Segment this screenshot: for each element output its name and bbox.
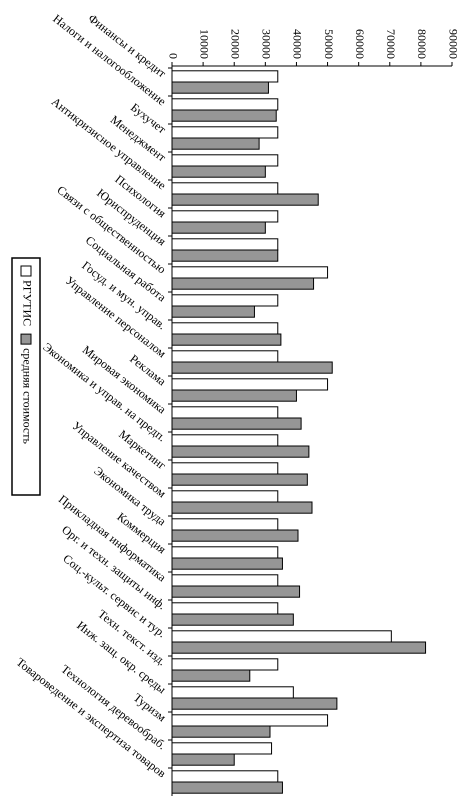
- bar: [171, 238, 279, 251]
- bar: [171, 574, 279, 587]
- bar: [171, 361, 333, 374]
- y-tick-label: 50000: [322, 29, 336, 59]
- bar: [171, 770, 279, 783]
- bar: [171, 137, 260, 150]
- y-tick-label: 70000: [384, 29, 398, 59]
- bar: [171, 294, 279, 307]
- bar: [171, 109, 277, 122]
- bar: [171, 221, 266, 234]
- bar: [171, 445, 310, 458]
- bar: [171, 305, 255, 318]
- legend-swatch: [20, 333, 32, 345]
- bar: [171, 193, 319, 206]
- bar: [171, 333, 282, 346]
- bar: [171, 557, 283, 570]
- bar: [171, 613, 294, 626]
- bar: [171, 277, 315, 290]
- bar: [171, 378, 329, 391]
- y-tick-label: 20000: [228, 29, 242, 59]
- bar: [171, 641, 427, 654]
- bar: [171, 781, 283, 794]
- y-tick-label: 60000: [353, 29, 367, 59]
- bar: [171, 98, 279, 111]
- y-tick-label: 40000: [291, 29, 305, 59]
- legend-box: [11, 257, 41, 496]
- bar: [171, 70, 279, 83]
- bar: [171, 669, 251, 682]
- bar: [171, 389, 297, 402]
- bar: [171, 697, 338, 710]
- bar: [171, 753, 235, 766]
- bar: [171, 210, 279, 223]
- bar: [171, 529, 299, 542]
- y-tick-label: 80000: [415, 29, 429, 59]
- bar: [171, 154, 279, 167]
- bar: [171, 249, 279, 262]
- bar: [171, 165, 266, 178]
- bar: [171, 350, 279, 363]
- bar: [171, 81, 269, 94]
- bar: [171, 602, 279, 615]
- bar: [171, 725, 271, 738]
- bar: [171, 630, 392, 643]
- bar: [171, 322, 279, 335]
- y-tick-label: 90000: [446, 29, 460, 59]
- bar: [171, 501, 313, 514]
- legend-label: средняя стоимость: [20, 348, 34, 444]
- legend-label: РГУТИС: [20, 280, 34, 326]
- bar: [171, 686, 294, 699]
- bar: [171, 490, 279, 503]
- bar: [171, 714, 329, 727]
- bar: [171, 658, 279, 671]
- bar: [171, 585, 301, 598]
- y-tick-label: 0: [166, 53, 180, 59]
- bar: [171, 266, 329, 279]
- bar: [171, 546, 279, 559]
- bar: [171, 417, 302, 430]
- bar: [171, 473, 308, 486]
- bar: [171, 742, 273, 755]
- y-tick-label: 10000: [197, 29, 211, 59]
- bar: [171, 462, 279, 475]
- bar: [171, 406, 279, 419]
- bar: [171, 434, 279, 447]
- bar: [171, 518, 279, 531]
- legend-swatch: [20, 265, 32, 277]
- bar: [171, 126, 279, 139]
- y-tick-label: 30000: [260, 29, 274, 59]
- bar: [171, 182, 279, 195]
